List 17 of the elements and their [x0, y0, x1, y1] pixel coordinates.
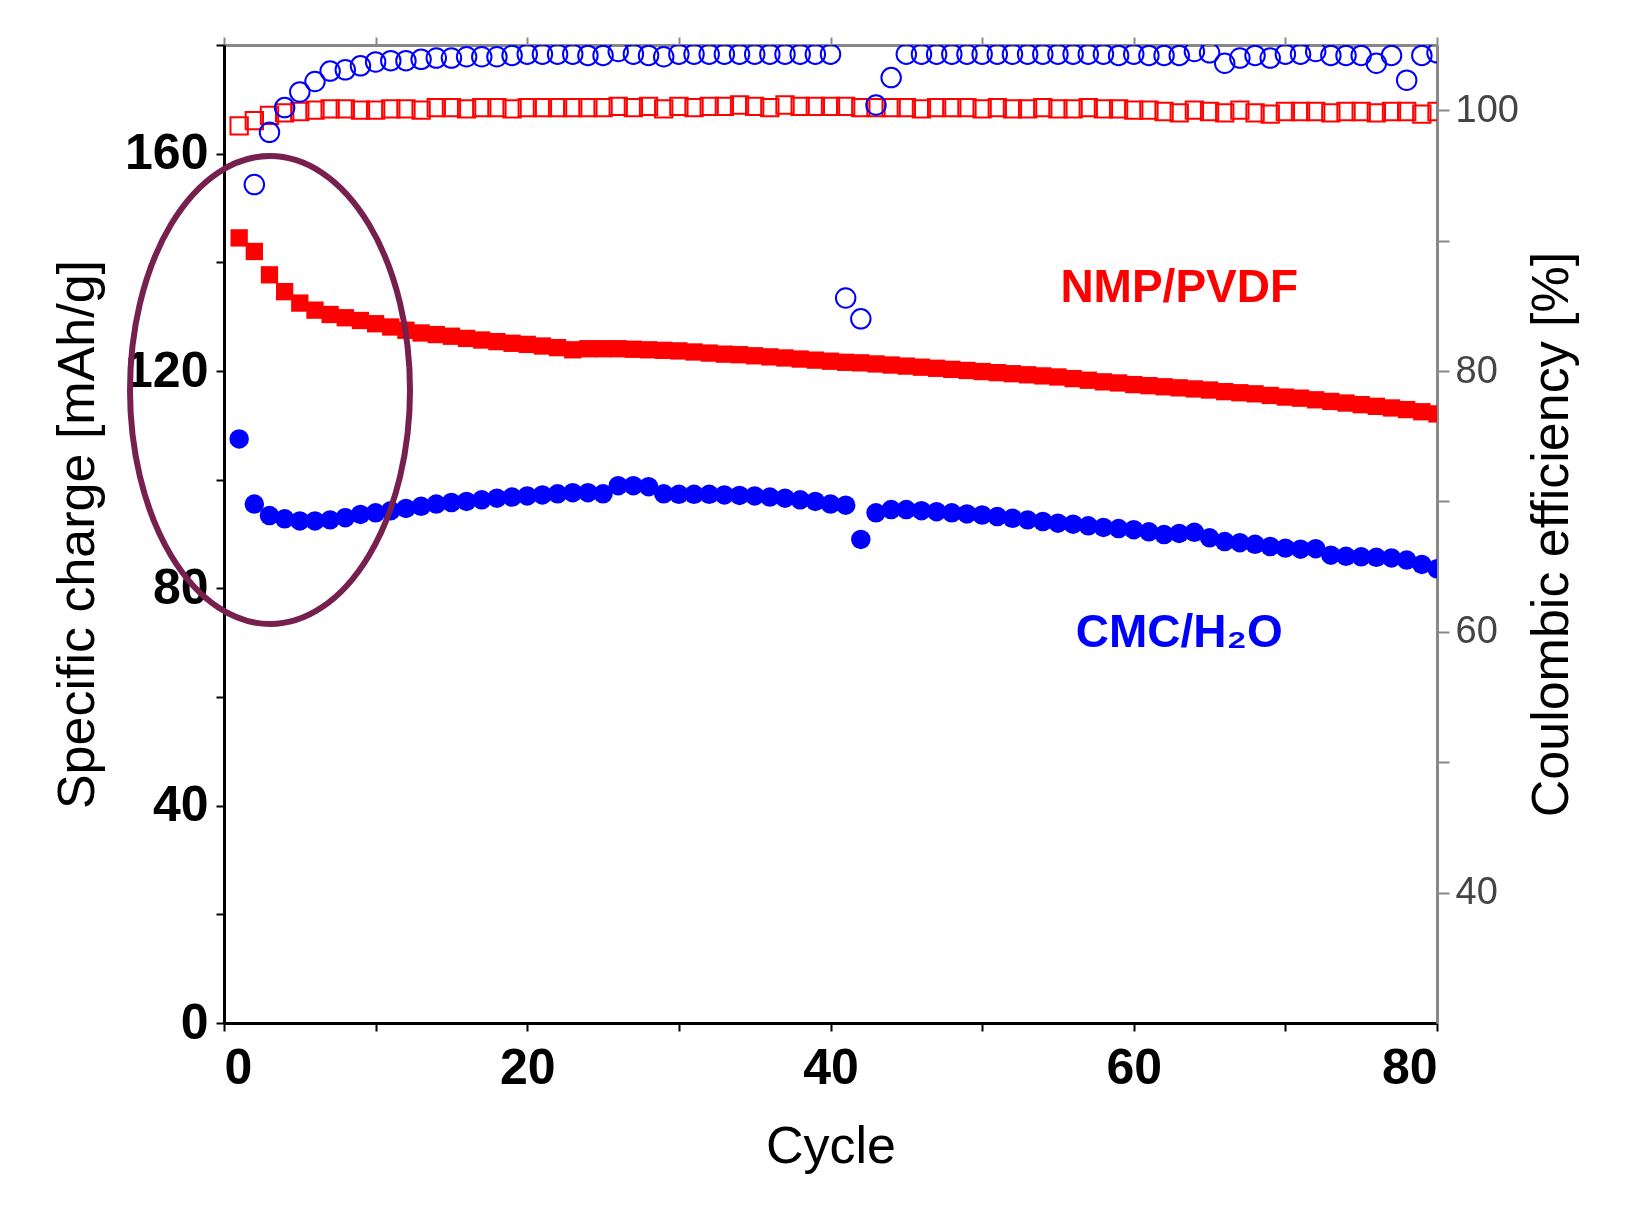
x-axis-title: Cycle — [765, 1115, 897, 1174]
y2-tick-label: 60 — [1455, 609, 1498, 652]
x-tick-label: 20 — [499, 1038, 556, 1095]
series-label: CMC/H₂O — [1075, 605, 1283, 658]
x-tick-label: 40 — [803, 1038, 859, 1095]
y-tick-label: 0 — [180, 993, 209, 1050]
series-label: NMP/PVDF — [1060, 259, 1299, 312]
y2-tick-label: 40 — [1455, 870, 1498, 913]
y-tick-label: 40 — [152, 776, 209, 833]
y2-tick-label: 80 — [1455, 348, 1498, 391]
x-tick-label: 80 — [1381, 1038, 1438, 1095]
y2-tick-label: 100 — [1455, 87, 1519, 130]
x-tick-label: 60 — [1106, 1038, 1163, 1095]
x-tick-label: 0 — [224, 1038, 253, 1095]
y2-axis-title: Coulombic efficiency [%] — [1520, 251, 1579, 818]
y-axis-title: Specific charge [mAh/g] — [47, 259, 106, 810]
y-tick-label: 160 — [125, 124, 209, 181]
